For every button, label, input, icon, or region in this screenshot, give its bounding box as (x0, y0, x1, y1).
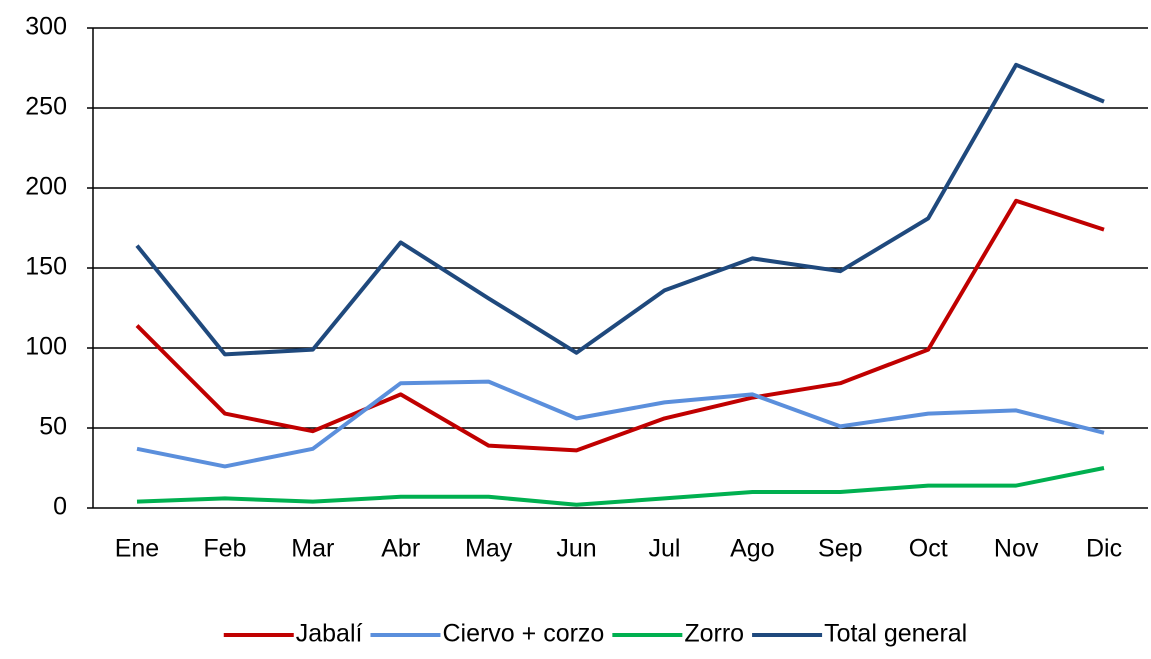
legend-label: Zorro (684, 620, 744, 648)
y-tick-label: 0 (53, 493, 67, 521)
y-tick-label: 250 (25, 93, 67, 121)
y-tick-label: 200 (25, 173, 67, 201)
x-tick-label: May (465, 535, 513, 563)
y-tick-label: 100 (25, 333, 67, 361)
x-tick-label: Sep (818, 535, 862, 563)
x-tick-label: Mar (291, 535, 334, 563)
x-tick-label: Ene (115, 535, 159, 563)
x-tick-label: Jul (648, 535, 680, 563)
x-tick-label: Abr (381, 535, 420, 563)
x-tick-label: Nov (994, 535, 1039, 563)
series-line (136, 466, 1105, 507)
x-tick-label: Feb (203, 535, 246, 563)
legend-label: Ciervo + corzo (442, 620, 604, 648)
y-tick-label: 50 (39, 413, 67, 441)
legend-label: Total general (824, 620, 967, 648)
y-tick-label: 300 (25, 13, 67, 41)
series-line (136, 379, 1105, 469)
x-tick-label: Jun (556, 535, 596, 563)
series-line (135, 62, 1105, 357)
x-tick-label: Oct (909, 535, 948, 563)
x-tick-label: Dic (1086, 535, 1122, 563)
y-tick-label: 150 (25, 253, 67, 281)
series-line (135, 198, 1105, 453)
legend-label: Jabalí (296, 620, 363, 648)
x-tick-label: Ago (730, 535, 774, 563)
